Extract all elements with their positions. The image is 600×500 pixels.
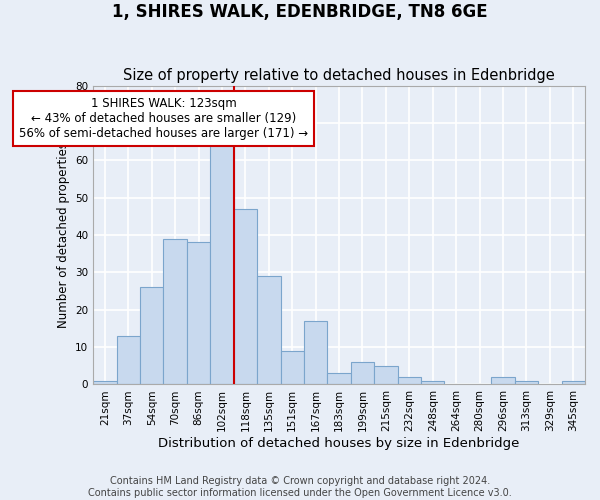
Bar [491,377,515,384]
Title: Size of property relative to detached houses in Edenbridge: Size of property relative to detached ho… [123,68,555,83]
Bar [374,366,398,384]
Bar [281,351,304,384]
Bar [163,238,187,384]
Bar [257,276,281,384]
Bar [515,380,538,384]
Bar [233,209,257,384]
Bar [421,380,445,384]
X-axis label: Distribution of detached houses by size in Edenbridge: Distribution of detached houses by size … [158,437,520,450]
Bar [562,380,585,384]
Bar [116,336,140,384]
Bar [304,321,328,384]
Bar [187,242,210,384]
Text: Contains HM Land Registry data © Crown copyright and database right 2024.
Contai: Contains HM Land Registry data © Crown c… [88,476,512,498]
Bar [328,373,351,384]
Bar [93,380,116,384]
Bar [210,146,233,384]
Bar [351,362,374,384]
Bar [140,288,163,384]
Y-axis label: Number of detached properties: Number of detached properties [56,142,70,328]
Text: 1, SHIRES WALK, EDENBRIDGE, TN8 6GE: 1, SHIRES WALK, EDENBRIDGE, TN8 6GE [112,2,488,21]
Bar [398,377,421,384]
Text: 1 SHIRES WALK: 123sqm
← 43% of detached houses are smaller (129)
56% of semi-det: 1 SHIRES WALK: 123sqm ← 43% of detached … [19,97,308,140]
